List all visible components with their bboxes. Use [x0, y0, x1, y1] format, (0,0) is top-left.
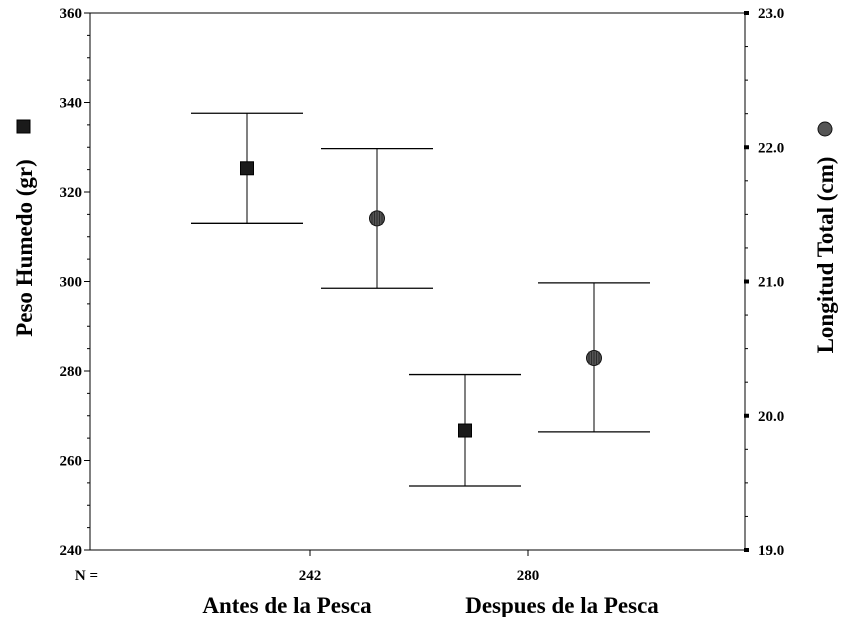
right-tick-label: 20.0: [758, 409, 784, 425]
left-tick-label: 260: [60, 454, 83, 470]
n-label: N =: [75, 568, 98, 584]
right-major-tick: [744, 279, 749, 284]
bottom-axis-ticks: [309, 550, 529, 556]
left-axis-title-group: Peso Humedo (gr): [12, 119, 37, 337]
error-bar-group: [538, 282, 650, 433]
left-axis-legend-square-icon: [16, 119, 31, 134]
right-axis-legend-circle-icon: [817, 121, 833, 137]
left-tick-label: 240: [60, 543, 83, 559]
chart-marks: [191, 112, 650, 487]
left-tick-label: 340: [60, 96, 83, 112]
left-axis-title: Peso Humedo (gr): [12, 159, 37, 337]
n-value-despues: 280: [517, 568, 540, 584]
right-tick-label: 21.0: [758, 275, 784, 291]
left-tick-label: 320: [60, 185, 83, 201]
right-major-tick: [744, 548, 749, 552]
left-tick-label: 360: [60, 6, 83, 22]
right-major-tick: [744, 145, 749, 150]
error-bar-group: [191, 112, 303, 224]
plot-frame: [89, 12, 746, 551]
mean-square-marker: [240, 161, 254, 176]
error-bar-group: [409, 373, 521, 487]
right-axis-title-group: Longitud Total (cm): [813, 121, 838, 354]
right-tick-label: 22.0: [758, 140, 784, 156]
n-value-antes: 242: [299, 568, 322, 584]
left-tick-label: 300: [60, 275, 83, 291]
left-axis-ticks: 240 260 280 300 320 340 360: [60, 6, 90, 559]
error-bar-group: [321, 147, 433, 289]
right-axis-title: Longitud Total (cm): [813, 157, 838, 354]
right-tick-label: 23.0: [758, 6, 784, 22]
right-major-tick: [744, 11, 749, 15]
category-label-antes: Antes de la Pesca: [202, 593, 372, 617]
right-axis-ticks: 19.0 20.0 21.0 22.0 23.0: [744, 6, 784, 559]
right-tick-label: 19.0: [758, 543, 784, 559]
category-label-despues: Despues de la Pesca: [465, 593, 659, 617]
left-tick-label: 280: [60, 364, 83, 380]
mean-square-marker: [458, 423, 472, 438]
right-major-tick: [744, 413, 749, 418]
